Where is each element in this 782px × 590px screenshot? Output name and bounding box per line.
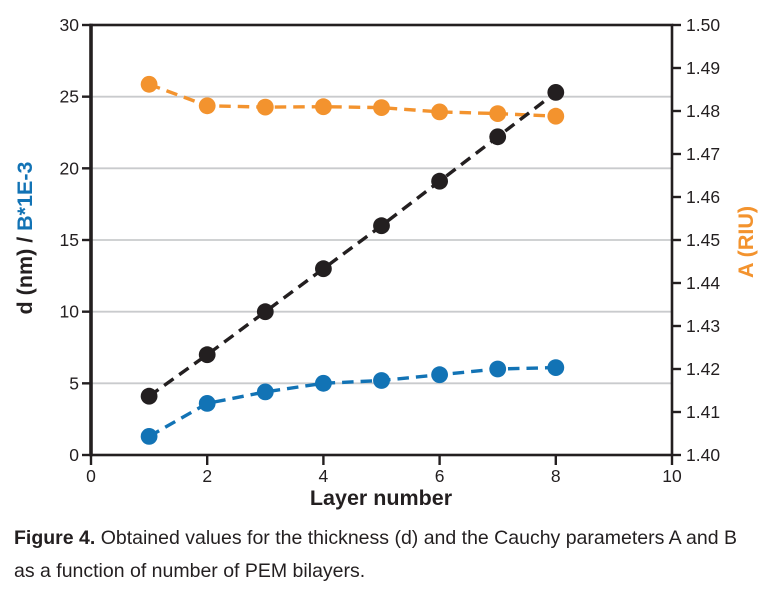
data-point-a [431, 103, 448, 121]
series-line-a [148, 82, 556, 118]
y-axis-right-tick-label: 1.44 [686, 273, 720, 293]
y-axis-right-tick-label: 1.42 [686, 359, 720, 379]
y-axis-label-left-d: d (nm) / [13, 231, 37, 315]
y-axis-right-tick-label: 1.43 [686, 316, 720, 336]
series-line-d [148, 91, 557, 398]
data-point-a [547, 107, 565, 125]
data-point-b [547, 359, 565, 376]
data-point-a [489, 105, 507, 122]
caption-label: Figure 4. [14, 527, 96, 549]
x-axis-tick-label: 6 [435, 466, 445, 486]
data-point-b [256, 383, 274, 401]
y-axis-left-tick-label: 5 [69, 373, 79, 393]
data-point-d [315, 260, 332, 278]
data-point-d [373, 217, 390, 235]
data-point-d [140, 387, 158, 405]
y-axis-left-tick-label: 20 [60, 158, 80, 178]
data-point-d [256, 303, 274, 321]
figure-caption: Figure 4. Obtained values for the thickn… [14, 522, 782, 588]
y-axis-right-tick-label: 1.47 [686, 144, 720, 164]
x-axis-label: Layer number [310, 486, 453, 510]
caption-text-line2: as a function of number of PEM bilayers. [14, 560, 366, 582]
chart: 0510152025301.401.411.421.431.441.451.46… [13, 15, 758, 510]
y-axis-label-left-b: B*1E-3 [13, 162, 37, 231]
y-axis-right-tick-label: 1.45 [686, 230, 720, 250]
data-point-d [431, 172, 448, 190]
y-axis-label-right: A (RIU) [734, 206, 758, 278]
series-line-b [148, 365, 556, 438]
y-axis-right-tick-label: 1.46 [686, 187, 720, 207]
x-axis-tick-label: 4 [319, 466, 329, 486]
y-axis-right-tick-label: 1.49 [686, 58, 720, 78]
data-point-a [198, 97, 216, 115]
y-axis-left-tick-label: 25 [60, 87, 79, 107]
y-axis-left-tick-label: 15 [60, 230, 79, 250]
y-axis-left-tick-label: 10 [60, 302, 80, 322]
y-axis-label-left: d (nm) / B*1E-3 [13, 162, 37, 315]
y-axis-left-tick-label: 30 [60, 15, 80, 35]
data-point-d [198, 346, 216, 364]
data-point-b [140, 428, 158, 445]
y-axis-left-tick-label: 0 [69, 445, 79, 465]
data-point-b [489, 360, 507, 378]
data-point-b [198, 395, 216, 412]
y-axis-right-tick-label: 1.40 [686, 445, 720, 465]
data-point-d [547, 84, 565, 101]
data-point-b [373, 372, 390, 389]
x-axis-tick-label: 2 [202, 466, 212, 486]
y-axis-right-tick-label: 1.48 [686, 101, 720, 121]
caption-text-line1: Obtained values for the thickness (d) an… [95, 527, 737, 549]
data-point-d [489, 128, 507, 146]
data-point-a [256, 98, 274, 116]
data-point-a [315, 98, 332, 116]
data-point-b [315, 374, 332, 392]
x-axis-tick-label: 10 [662, 466, 682, 486]
x-axis-tick-label: 8 [551, 466, 561, 486]
data-point-a [373, 99, 390, 116]
data-point-a [140, 75, 158, 93]
y-axis-right-tick-label: 1.50 [686, 15, 720, 35]
y-axis-right-tick-label: 1.41 [686, 402, 720, 422]
plot-area: 0510152025301.401.411.421.431.441.451.46… [60, 15, 721, 486]
x-axis-tick-label: 0 [86, 466, 96, 486]
data-point-b [431, 366, 448, 384]
